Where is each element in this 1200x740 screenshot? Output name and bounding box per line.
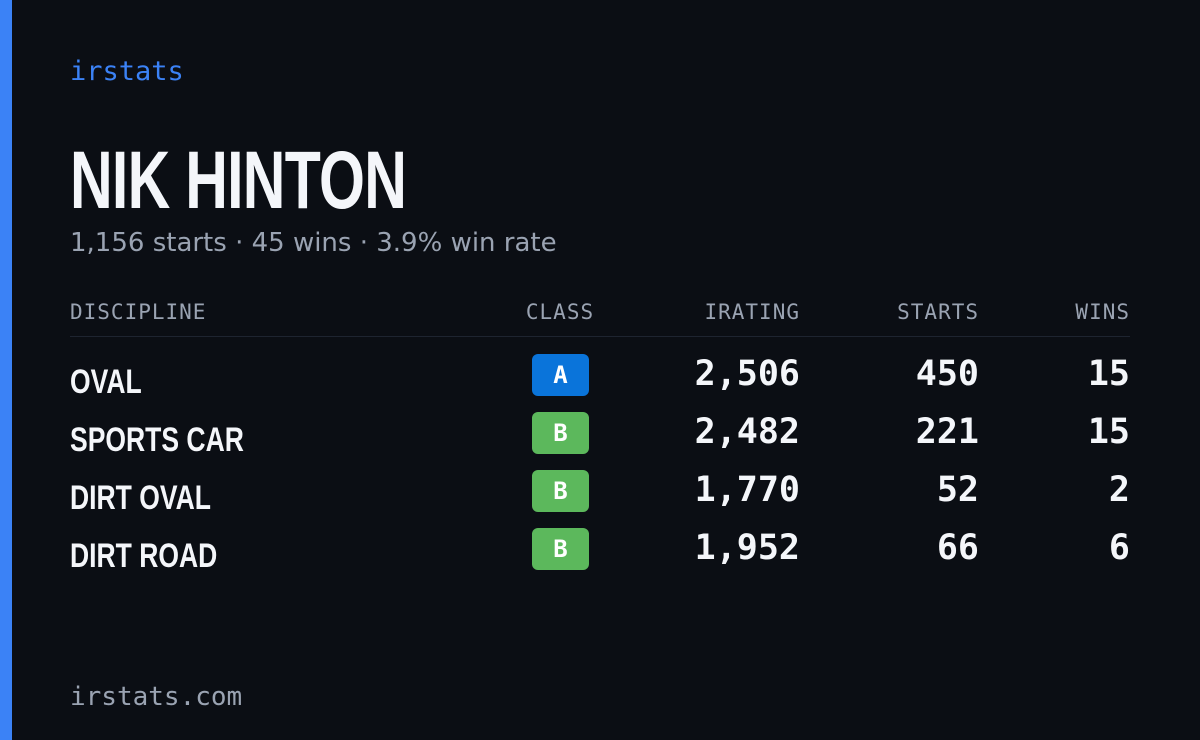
stat-value: 52 [936, 470, 979, 510]
stat-value: 1,770 [694, 470, 800, 510]
column-header: IRATING [704, 300, 800, 324]
stat-value: 2 [1108, 470, 1130, 510]
player-summary: 1,156 starts · 45 wins · 3.9% win rate [70, 228, 557, 258]
accent-bar [0, 0, 12, 740]
class-badge: B [532, 412, 589, 454]
discipline: DIRT OVAL [70, 479, 211, 517]
stat-value: 1,952 [694, 528, 800, 568]
player-name: NIK HINTON [70, 135, 407, 226]
class-badge: B [532, 470, 589, 512]
class-badge: A [532, 354, 589, 396]
stat-value: 15 [1087, 354, 1130, 394]
stat-value: 6 [1108, 528, 1130, 568]
discipline: SPORTS CAR [70, 421, 244, 459]
stat-value: 66 [936, 528, 979, 568]
stat-value: 15 [1087, 412, 1130, 452]
discipline: DIRT ROAD [70, 537, 218, 575]
stat-value: 2,506 [694, 354, 800, 394]
column-header: STARTS [897, 300, 979, 324]
header-separator [70, 336, 1130, 337]
stat-value: 450 [915, 354, 979, 394]
discipline: OVAL [70, 363, 142, 401]
column-header: DISCIPLINE [70, 300, 207, 324]
class-badge: B [532, 528, 589, 570]
stat-value: 2,482 [694, 412, 800, 452]
brand: irstats [70, 56, 184, 87]
column-header: WINS [1075, 300, 1130, 324]
stat-value: 221 [915, 412, 979, 452]
column-header: CLASS [525, 300, 595, 324]
footer: irstats.com [70, 682, 243, 712]
